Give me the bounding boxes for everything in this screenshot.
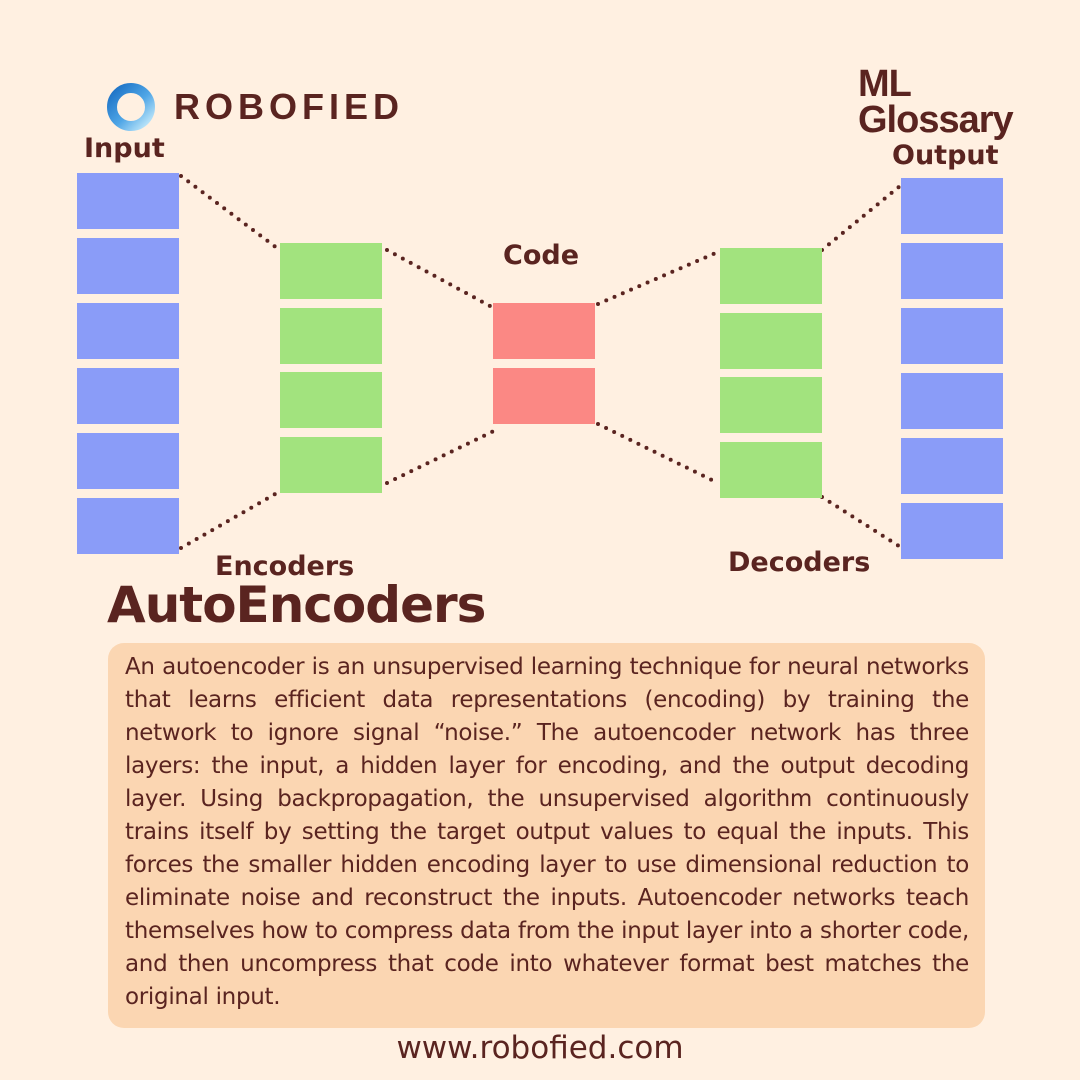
decoder-node: [720, 377, 822, 433]
ring-logo-icon: [107, 83, 155, 131]
decoder-layer: [720, 248, 822, 498]
input-node: [77, 498, 179, 554]
connector-code-decoder-top: [596, 250, 720, 306]
input-node: [77, 368, 179, 424]
encoder-node: [280, 308, 382, 364]
autoencoder-diagram: [77, 173, 1003, 559]
input-node: [77, 173, 179, 229]
output-node: [901, 373, 1003, 429]
connector-encoder-code-bottom: [385, 426, 502, 485]
output-label: Output: [892, 140, 999, 171]
brand-logo: ROBOFIED: [106, 82, 404, 132]
encoder-node: [280, 243, 382, 299]
decoder-node: [720, 442, 822, 498]
connector-decoder-output-bottom: [820, 495, 904, 550]
decoders-label: Decoders: [728, 547, 871, 578]
website-link[interactable]: www.robofied.com: [396, 1030, 684, 1066]
input-node: [77, 433, 179, 489]
connector-decoder-output-top: [820, 184, 902, 252]
encoder-layer: [280, 243, 382, 493]
connector-encoder-code-top: [385, 248, 492, 308]
code-label: Code: [503, 240, 580, 271]
output-layer: [901, 178, 1003, 559]
connector-code-decoder-bottom: [596, 422, 720, 485]
code-node: [493, 368, 595, 424]
code-layer: [493, 303, 595, 424]
output-node: [901, 178, 1003, 234]
description-text: An autoencoder is an unsupervised learni…: [125, 654, 969, 1010]
encoder-node: [280, 372, 382, 428]
glossary-tag: ML Glossary: [858, 63, 1014, 141]
input-node: [77, 303, 179, 359]
output-node: [901, 503, 1003, 559]
encoders-label: Encoders: [215, 551, 355, 582]
encoder-node: [280, 437, 382, 493]
connector-input-encoder-top: [179, 174, 279, 250]
connector-input-encoder-bottom: [179, 491, 279, 550]
input-layer: [77, 173, 179, 554]
description-panel: An autoencoder is an unsupervised learni…: [108, 643, 985, 1028]
code-node: [493, 303, 595, 359]
output-node: [901, 438, 1003, 494]
output-node: [901, 308, 1003, 364]
decoder-node: [720, 248, 822, 304]
input-label: Input: [84, 133, 165, 164]
decoder-node: [720, 313, 822, 369]
input-node: [77, 238, 179, 294]
page-title: AutoEncoders: [107, 576, 486, 634]
brand-name: ROBOFIED: [174, 86, 405, 127]
output-node: [901, 243, 1003, 299]
